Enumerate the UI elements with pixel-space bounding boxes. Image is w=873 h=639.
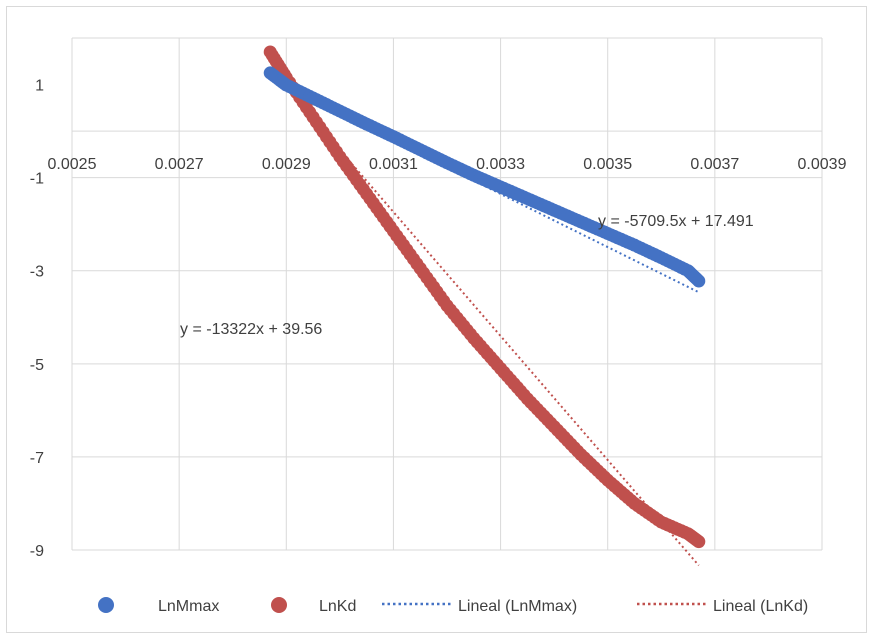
x-tick-label: 0.0031 — [369, 156, 418, 173]
x-tick-labels: 0.0025 0.0027 0.0029 0.0031 0.0033 0.0035 0.00… — [48, 156, 847, 173]
legend-marker-lnkd — [271, 597, 287, 613]
y-tick-label: -9 — [30, 543, 44, 560]
trendline-equations: y = -5709.5x + 17.491 y = -13322x + 39.5… — [180, 213, 754, 338]
y-tick-label: -1 — [30, 171, 44, 188]
y-tick-labels: 1 -1 -3 -5 -7 -9 — [30, 78, 44, 560]
x-tick-label: 0.0025 — [48, 156, 97, 173]
y-tick-label: -7 — [30, 450, 44, 467]
trendline — [269, 68, 700, 567]
legend: LnMmax LnKd Lineal (LnMmax) Lineal (LnKd… — [98, 597, 808, 615]
series-lnmmax — [263, 66, 706, 288]
data-points — [263, 45, 706, 549]
x-tick-label: 0.0039 — [798, 156, 847, 173]
data-point — [692, 535, 706, 549]
equation-lnmmax: y = -5709.5x + 17.491 — [598, 213, 754, 230]
trendlines — [269, 68, 700, 567]
y-tick-label: -3 — [30, 264, 44, 281]
series-lnkd — [263, 45, 706, 549]
x-tick-label: 0.0035 — [583, 156, 632, 173]
legend-label-lineal-lnmmax: Lineal (LnMmax) — [458, 598, 577, 615]
x-tick-label: 0.0029 — [262, 156, 311, 173]
equation-lnkd: y = -13322x + 39.56 — [180, 321, 322, 338]
chart-frame — [6, 6, 867, 633]
data-point — [692, 274, 706, 288]
x-tick-label: 0.0037 — [690, 156, 739, 173]
legend-label-lineal-lnkd: Lineal (LnKd) — [713, 598, 808, 615]
gridlines — [71, 37, 823, 551]
y-tick-label: 1 — [35, 78, 44, 95]
x-tick-label: 0.0033 — [476, 156, 525, 173]
y-tick-label: -5 — [30, 357, 44, 374]
legend-label-lnkd: LnKd — [319, 598, 356, 615]
x-tick-label: 0.0027 — [155, 156, 204, 173]
legend-label-lnmmax: LnMmax — [158, 598, 219, 615]
legend-marker-lnmmax — [98, 597, 114, 613]
